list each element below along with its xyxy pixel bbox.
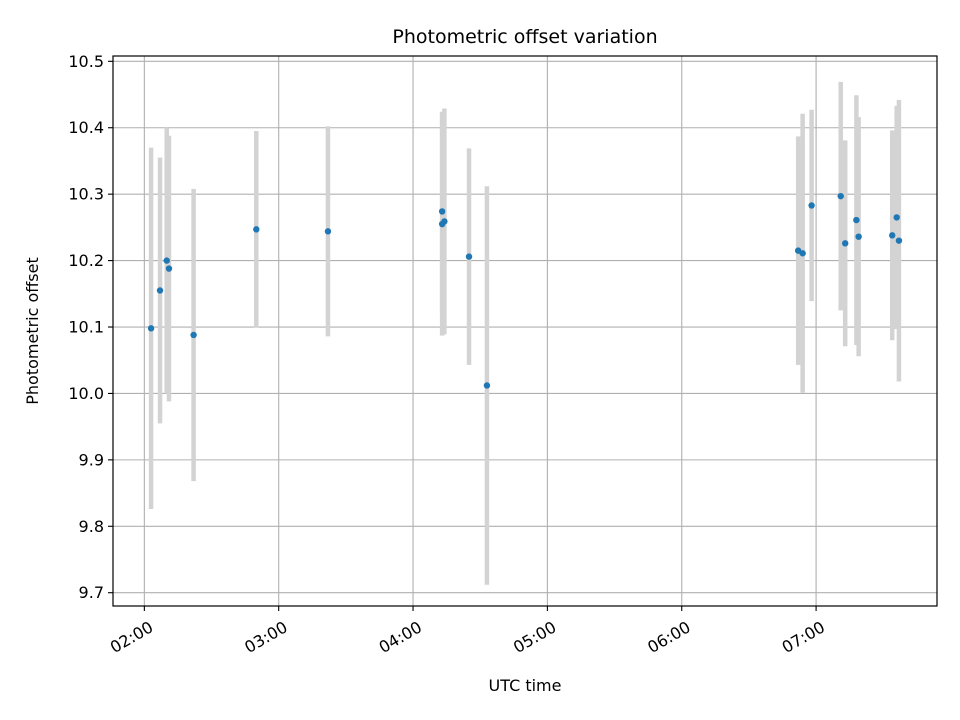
y-tick-label: 9.8	[79, 517, 104, 536]
data-point	[156, 287, 164, 294]
y-axis-title: Photometric offset	[23, 257, 42, 405]
plot-frame	[112, 55, 938, 607]
data-point	[190, 331, 197, 339]
data-point	[889, 232, 896, 239]
y-tick-label: 10.3	[68, 185, 104, 204]
data-point	[808, 202, 815, 209]
y-axis: 9.7 9.8 9.9 10.0 10.1 10.2 10.3 10.4 10.5	[68, 52, 113, 602]
data-point	[324, 228, 332, 235]
data-point	[799, 250, 806, 257]
data-point	[438, 208, 446, 215]
y-tick-label: 10.5	[68, 52, 104, 71]
data-point	[163, 257, 170, 264]
data-point	[441, 218, 448, 225]
y-tick-label: 10.2	[68, 251, 104, 270]
data-point	[253, 226, 260, 233]
y-tick-label: 9.7	[79, 583, 104, 602]
data-point	[893, 214, 900, 221]
y-tick-label: 9.9	[79, 450, 104, 469]
y-tick-label: 10.4	[68, 118, 104, 137]
data-point	[855, 233, 862, 240]
data-point	[841, 240, 849, 247]
chart-title: Photometric offset variation	[392, 26, 657, 48]
data-point	[147, 325, 155, 332]
y-tick-label: 10.0	[68, 384, 104, 403]
data-point	[837, 192, 844, 200]
data-points	[147, 192, 903, 389]
y-tick-label: 10.1	[68, 318, 104, 337]
data-point	[853, 216, 860, 224]
data-point	[483, 382, 491, 389]
data-point	[895, 237, 903, 244]
data-point	[465, 253, 473, 260]
data-point	[165, 265, 173, 272]
x-axis-title: UTC time	[489, 676, 562, 695]
